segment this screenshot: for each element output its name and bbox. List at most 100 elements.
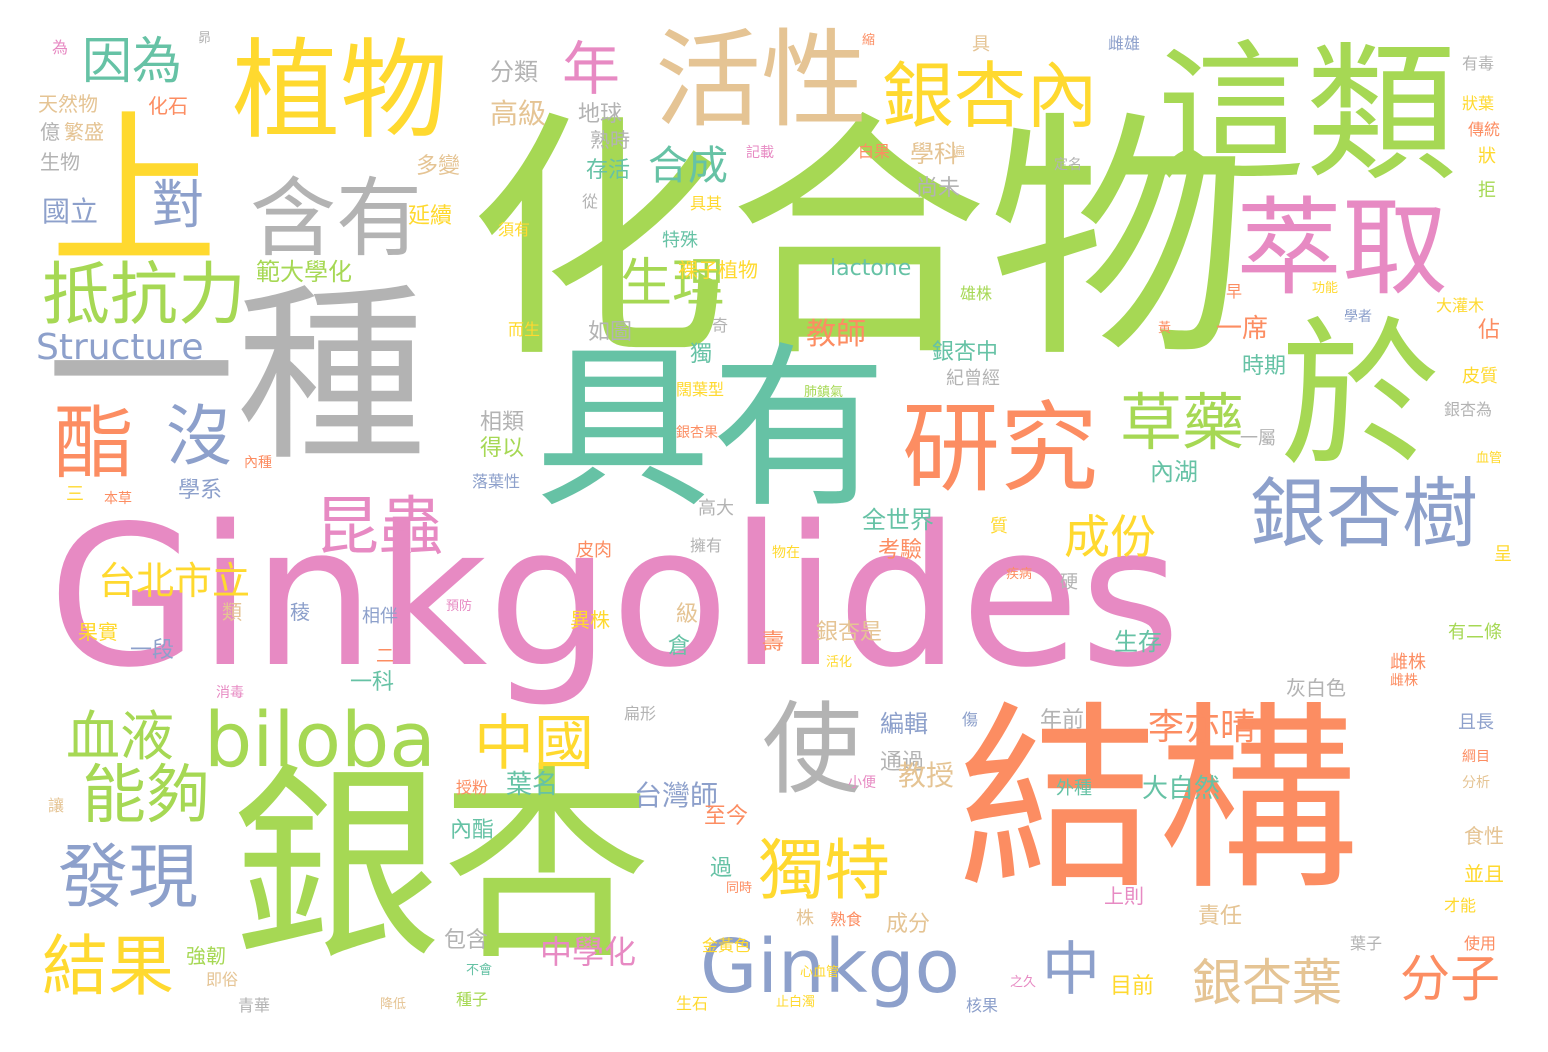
cloud-word: 白果 bbox=[858, 142, 891, 161]
cloud-word: 結構 bbox=[958, 685, 1359, 918]
cloud-word: 生石 bbox=[676, 994, 709, 1013]
cloud-word: 酯 bbox=[54, 397, 134, 490]
cloud-word: 生理 bbox=[620, 254, 725, 314]
cloud-word: 於 bbox=[1280, 302, 1441, 489]
cloud-word: 具 bbox=[972, 34, 990, 55]
cloud-word: 血管 bbox=[1476, 451, 1503, 466]
cloud-word: 一種 bbox=[46, 266, 427, 487]
cloud-word: 使 bbox=[762, 691, 862, 808]
cloud-word: 皮質 bbox=[1462, 366, 1498, 387]
cloud-word: 存活 bbox=[586, 158, 631, 183]
cloud-word: 壽 bbox=[762, 630, 785, 655]
cloud-word: 一席 bbox=[1216, 314, 1269, 344]
cloud-word: 奇 bbox=[712, 316, 729, 335]
cloud-word: 遍 bbox=[952, 145, 966, 160]
cloud-word: 獨特 bbox=[758, 832, 890, 909]
cloud-word: 銀杏中 bbox=[932, 340, 999, 365]
cloud-word: 具有 bbox=[535, 327, 888, 532]
cloud-word: 落葉性 bbox=[472, 472, 521, 491]
cloud-word: 目前 bbox=[1110, 974, 1155, 999]
cloud-word: 沒 bbox=[166, 398, 232, 475]
cloud-word: 教師 bbox=[806, 317, 866, 352]
cloud-word: 考驗 bbox=[878, 538, 923, 563]
cloud-word: biloba bbox=[204, 695, 436, 784]
cloud-word: 一段 bbox=[130, 638, 175, 663]
cloud-word: 多變 bbox=[416, 154, 461, 179]
cloud-word: 範大學化 bbox=[256, 258, 352, 286]
cloud-word: 株 bbox=[796, 908, 814, 929]
cloud-word: 雌株 bbox=[1390, 673, 1418, 689]
cloud-word: 有二條 bbox=[1448, 622, 1502, 643]
cloud-word: 雌株 bbox=[1390, 652, 1426, 673]
cloud-word: Structure bbox=[36, 327, 204, 368]
cloud-word: 萃取 bbox=[1236, 187, 1448, 310]
cloud-word: 三 bbox=[66, 484, 84, 505]
cloud-word: 台北市立 bbox=[98, 559, 251, 603]
cloud-word: 質 bbox=[990, 516, 1008, 537]
cloud-word: 為 bbox=[52, 38, 69, 57]
cloud-word: 灰白色 bbox=[1286, 676, 1346, 700]
cloud-word: 拒 bbox=[1478, 180, 1496, 201]
cloud-word: 並且 bbox=[1464, 862, 1504, 886]
cloud-word: 過 bbox=[710, 856, 733, 881]
cloud-word: 狀葉 bbox=[1462, 94, 1495, 113]
cloud-word: 抵抗力 bbox=[42, 256, 247, 335]
cloud-word: 繁盛 bbox=[64, 120, 104, 144]
cloud-word: 含有 bbox=[250, 169, 422, 269]
cloud-word: 全世界 bbox=[862, 506, 934, 534]
cloud-word: 時期 bbox=[1242, 354, 1287, 379]
cloud-word: 台灣師 bbox=[634, 779, 719, 812]
cloud-word: 草藥 bbox=[1120, 386, 1245, 459]
cloud-word: 億 bbox=[40, 120, 60, 144]
cloud-word: 功能 bbox=[1312, 281, 1339, 296]
cloud-word: 須有 bbox=[498, 220, 531, 239]
cloud-word: 具其 bbox=[690, 194, 723, 213]
cloud-word: 分析 bbox=[1462, 775, 1490, 791]
cloud-word: 黃 bbox=[1158, 321, 1172, 336]
cloud-word: 佔 bbox=[1478, 318, 1501, 343]
cloud-word: 種子 bbox=[456, 990, 489, 1009]
cloud-word: lactone bbox=[830, 256, 912, 281]
cloud-word: 硬 bbox=[1060, 572, 1078, 593]
cloud-word: 活性 bbox=[655, 19, 867, 142]
cloud-word: 對 bbox=[152, 176, 205, 236]
cloud-word: 雌雄 bbox=[1108, 34, 1141, 53]
cloud-word: 授粉 bbox=[456, 778, 489, 797]
cloud-word: 天然物 bbox=[38, 92, 98, 116]
cloud-word: 責任 bbox=[1198, 904, 1243, 929]
cloud-word: 這類 bbox=[1156, 28, 1457, 202]
cloud-word: 銀杏內 bbox=[882, 54, 1099, 138]
cloud-word: 才能 bbox=[1444, 896, 1477, 915]
cloud-word: 級 bbox=[676, 602, 699, 627]
cloud-word: 相類 bbox=[480, 410, 525, 435]
cloud-word: 預防 bbox=[446, 599, 473, 614]
cloud-word: 大自然 bbox=[1142, 774, 1221, 804]
cloud-word: 果實 bbox=[78, 620, 118, 644]
cloud-word: 疾病 bbox=[1006, 567, 1033, 582]
cloud-word: 熟時 bbox=[590, 128, 630, 152]
cloud-word: 血液 bbox=[66, 705, 174, 768]
cloud-word: 如圖 bbox=[588, 320, 633, 345]
cloud-word: 銀杏果 bbox=[676, 425, 718, 441]
cloud-word: 食性 bbox=[1464, 824, 1504, 848]
cloud-word: 銀杏為 bbox=[1444, 400, 1493, 419]
cloud-word: 一科 bbox=[350, 670, 395, 695]
cloud-word: 熟食 bbox=[830, 910, 863, 929]
cloud-word: 延續 bbox=[408, 204, 453, 229]
cloud-word: 一屬 bbox=[1240, 428, 1276, 449]
cloud-word: 至今 bbox=[704, 804, 749, 829]
cloud-word: 能夠 bbox=[82, 759, 210, 833]
cloud-word: 上則 bbox=[1104, 884, 1144, 908]
cloud-word: 傷 bbox=[962, 710, 979, 729]
cloud-word: 稜 bbox=[290, 600, 310, 624]
cloud-word: 植物 bbox=[232, 29, 449, 154]
cloud-word: 消毒 bbox=[216, 685, 244, 701]
cloud-word: 傳統 bbox=[1468, 120, 1501, 139]
cloud-word: 學者 bbox=[1344, 309, 1372, 325]
cloud-word: Ginkgolides bbox=[48, 484, 1181, 710]
cloud-word: 生存 bbox=[1114, 628, 1162, 656]
cloud-word: 編輯 bbox=[880, 710, 928, 738]
cloud-word: 使用 bbox=[1464, 934, 1497, 953]
cloud-word: 狀 bbox=[1478, 146, 1496, 167]
